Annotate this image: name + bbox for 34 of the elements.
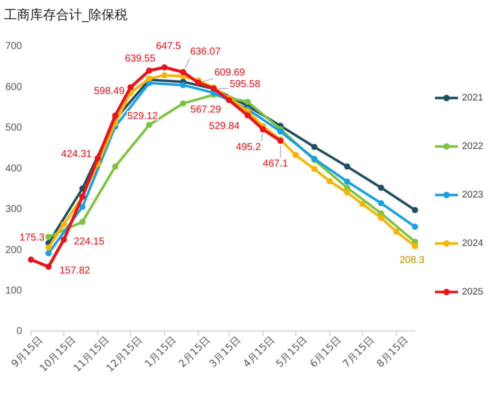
legend-label: 2024	[462, 238, 484, 250]
legend-label: 2021	[462, 92, 484, 104]
data-label: 567.29	[190, 104, 222, 116]
y-tick-label: 400	[5, 163, 22, 174]
y-tick-label: 0	[16, 326, 22, 338]
x-tick-label: 6月15日	[308, 334, 344, 370]
data-label: 598.49	[94, 86, 125, 97]
data-label: 467.1	[262, 158, 288, 170]
y-tick-label: 500	[5, 122, 22, 134]
data-label: 595.58	[230, 79, 261, 90]
data-label: 609.69	[214, 67, 246, 78]
data-label: 224.15	[74, 236, 105, 248]
data-label: 529.84	[209, 120, 240, 132]
legend-label: 2022	[462, 141, 484, 152]
chart-title: 工商库存合计_除保税	[4, 8, 128, 23]
data-label: 639.55	[124, 53, 156, 64]
y-tick-label: 200	[5, 244, 22, 256]
legend-label: 2025	[462, 286, 484, 298]
data-label: 636.07	[190, 46, 222, 58]
data-label: 424.31	[61, 148, 92, 160]
data-label: 529.12	[127, 111, 158, 122]
y-tick-label: 600	[5, 82, 22, 93]
x-tick-label: 7月15日	[341, 334, 377, 370]
data-label: 647.5	[156, 41, 182, 52]
x-tick-label: 8月15日	[375, 334, 411, 370]
data-label: 175.3	[19, 232, 45, 244]
data-label: 208.3	[399, 254, 425, 266]
y-tick-label: 300	[5, 204, 22, 216]
y-tick-label: 100	[5, 285, 22, 296]
y-tick-label: 700	[5, 41, 22, 52]
data-label: 495.2	[236, 142, 262, 154]
legend-label: 2023	[462, 190, 484, 201]
x-tick-label: 1月15日	[143, 334, 179, 370]
data-label: 157.82	[60, 265, 91, 276]
